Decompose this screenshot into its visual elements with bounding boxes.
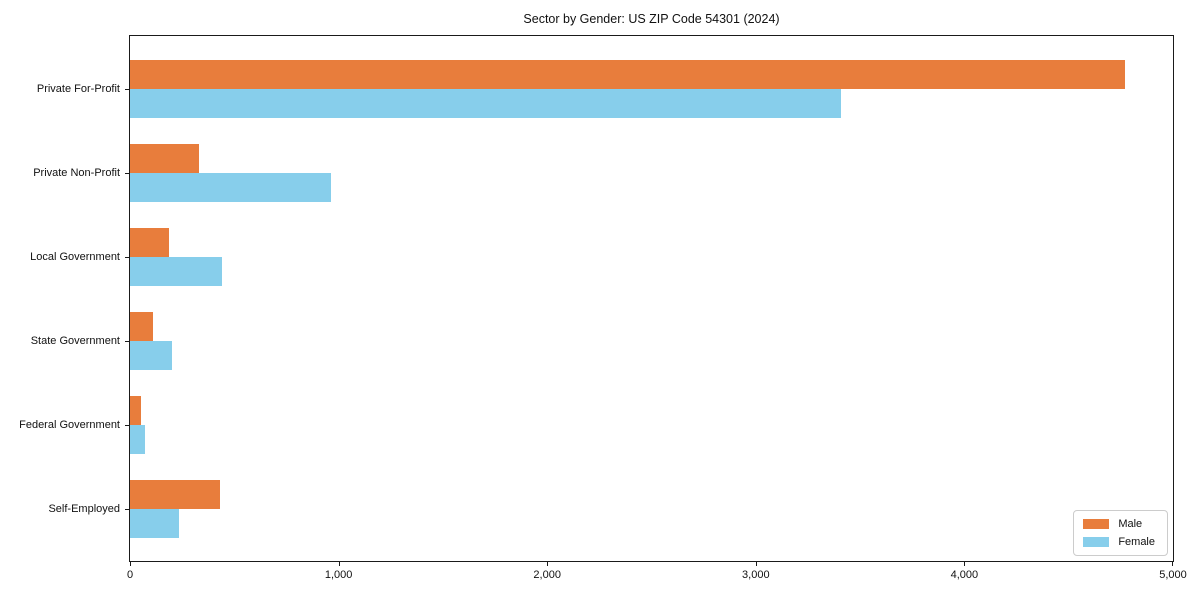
bar-male	[130, 480, 220, 509]
y-tick-label: Private For-Profit	[36, 83, 120, 95]
bar-male	[130, 144, 199, 173]
legend-label-male: Male	[1118, 518, 1143, 530]
bar-female	[130, 173, 331, 202]
y-tick	[125, 257, 130, 258]
bar-female	[130, 509, 179, 538]
legend-row-female: Female	[1083, 536, 1155, 548]
bar-female	[130, 425, 145, 454]
bar-male	[130, 228, 169, 257]
bar-female	[130, 89, 841, 118]
x-tick	[130, 562, 131, 566]
legend: Male Female	[1073, 510, 1168, 556]
x-tick-label: 2,000	[533, 569, 561, 581]
bar-male	[130, 60, 1125, 89]
x-tick-label: 1,000	[324, 569, 353, 581]
x-tick	[338, 562, 340, 566]
bar-female	[130, 257, 222, 286]
y-tick-label: Private Non-Profit	[33, 167, 120, 179]
legend-swatch-male	[1083, 519, 1110, 529]
x-tick	[755, 562, 757, 566]
x-tick-label: 4,000	[950, 569, 979, 581]
legend-label-female: Female	[1118, 536, 1155, 548]
x-tick	[1172, 562, 1173, 566]
chart-title: Sector by Gender: US ZIP Code 54301 (202…	[523, 12, 780, 26]
bar-female	[130, 341, 172, 370]
legend-row-male: Male	[1083, 518, 1155, 530]
legend-swatch-female	[1083, 537, 1110, 547]
x-tick-label: 3,000	[742, 569, 770, 581]
y-tick	[125, 509, 130, 510]
x-tick-label: 0	[126, 569, 134, 581]
x-tick	[547, 562, 549, 566]
x-tick-label: 5,000	[1159, 569, 1187, 581]
y-tick-label: Federal Government	[19, 419, 120, 431]
y-tick	[125, 89, 130, 90]
x-tick	[964, 562, 966, 566]
plot-area: Male Female Private For-Profit Private No…	[19, 35, 1187, 581]
y-tick-label: State Government	[30, 335, 120, 347]
y-tick	[125, 173, 130, 174]
y-tick-label: Local Government	[30, 251, 120, 263]
bar-male	[130, 312, 153, 341]
y-tick	[125, 425, 130, 426]
y-tick	[125, 341, 130, 342]
bar-male	[130, 396, 141, 425]
y-tick-label: Self-Employed	[48, 503, 120, 515]
